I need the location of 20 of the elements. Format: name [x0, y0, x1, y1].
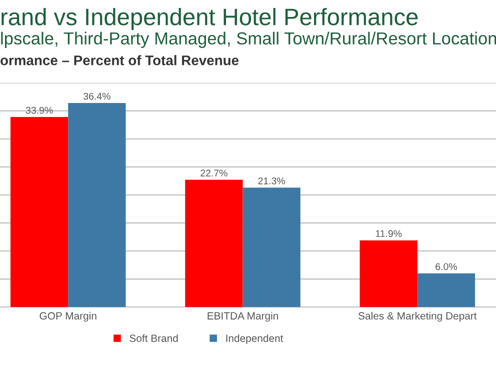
- x-tick-label: EBITDA Margin: [208, 312, 278, 322]
- bar: [360, 240, 418, 308]
- chart-title: rand vs Independent Hotel Performance: [2, 8, 418, 30]
- bar: [417, 273, 476, 308]
- legend-label: Soft Brand: [130, 334, 178, 342]
- data-label: 22.7%: [200, 170, 228, 176]
- data-label: 21.3%: [258, 177, 286, 184]
- bar: [68, 103, 126, 308]
- bar: [242, 188, 300, 308]
- legend-label: Independent: [226, 334, 284, 344]
- x-tick-label: GOP Margin: [40, 312, 96, 322]
- bar: [185, 180, 243, 308]
- x-tick-label: Sales & Marketing Depart: [358, 312, 477, 322]
- data-label: 6.0%: [436, 263, 457, 270]
- y-axis-title: ormance – Percent of Total Revenue: [0, 55, 239, 66]
- data-label: 36.4%: [84, 92, 110, 100]
- data-label: 11.9%: [376, 230, 402, 238]
- chart-subtitle: lpscale, Third-Party Managed, Small Town/Rural/Resort Location: [1, 32, 496, 48]
- data-label: 33.9%: [26, 106, 53, 114]
- bar: [10, 117, 68, 308]
